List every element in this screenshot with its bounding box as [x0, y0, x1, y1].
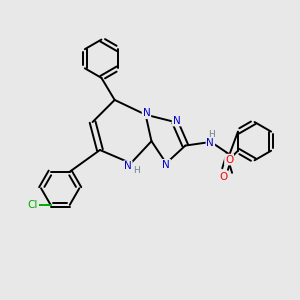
Text: N: N [142, 108, 150, 118]
Text: N: N [124, 161, 132, 171]
Text: H: H [133, 166, 140, 175]
Text: N: N [172, 116, 180, 126]
Text: O: O [220, 172, 228, 182]
Text: H: H [208, 130, 215, 139]
Text: Cl: Cl [28, 200, 38, 210]
Text: N: N [162, 160, 170, 170]
Text: N: N [206, 138, 214, 148]
Text: O: O [225, 154, 233, 165]
